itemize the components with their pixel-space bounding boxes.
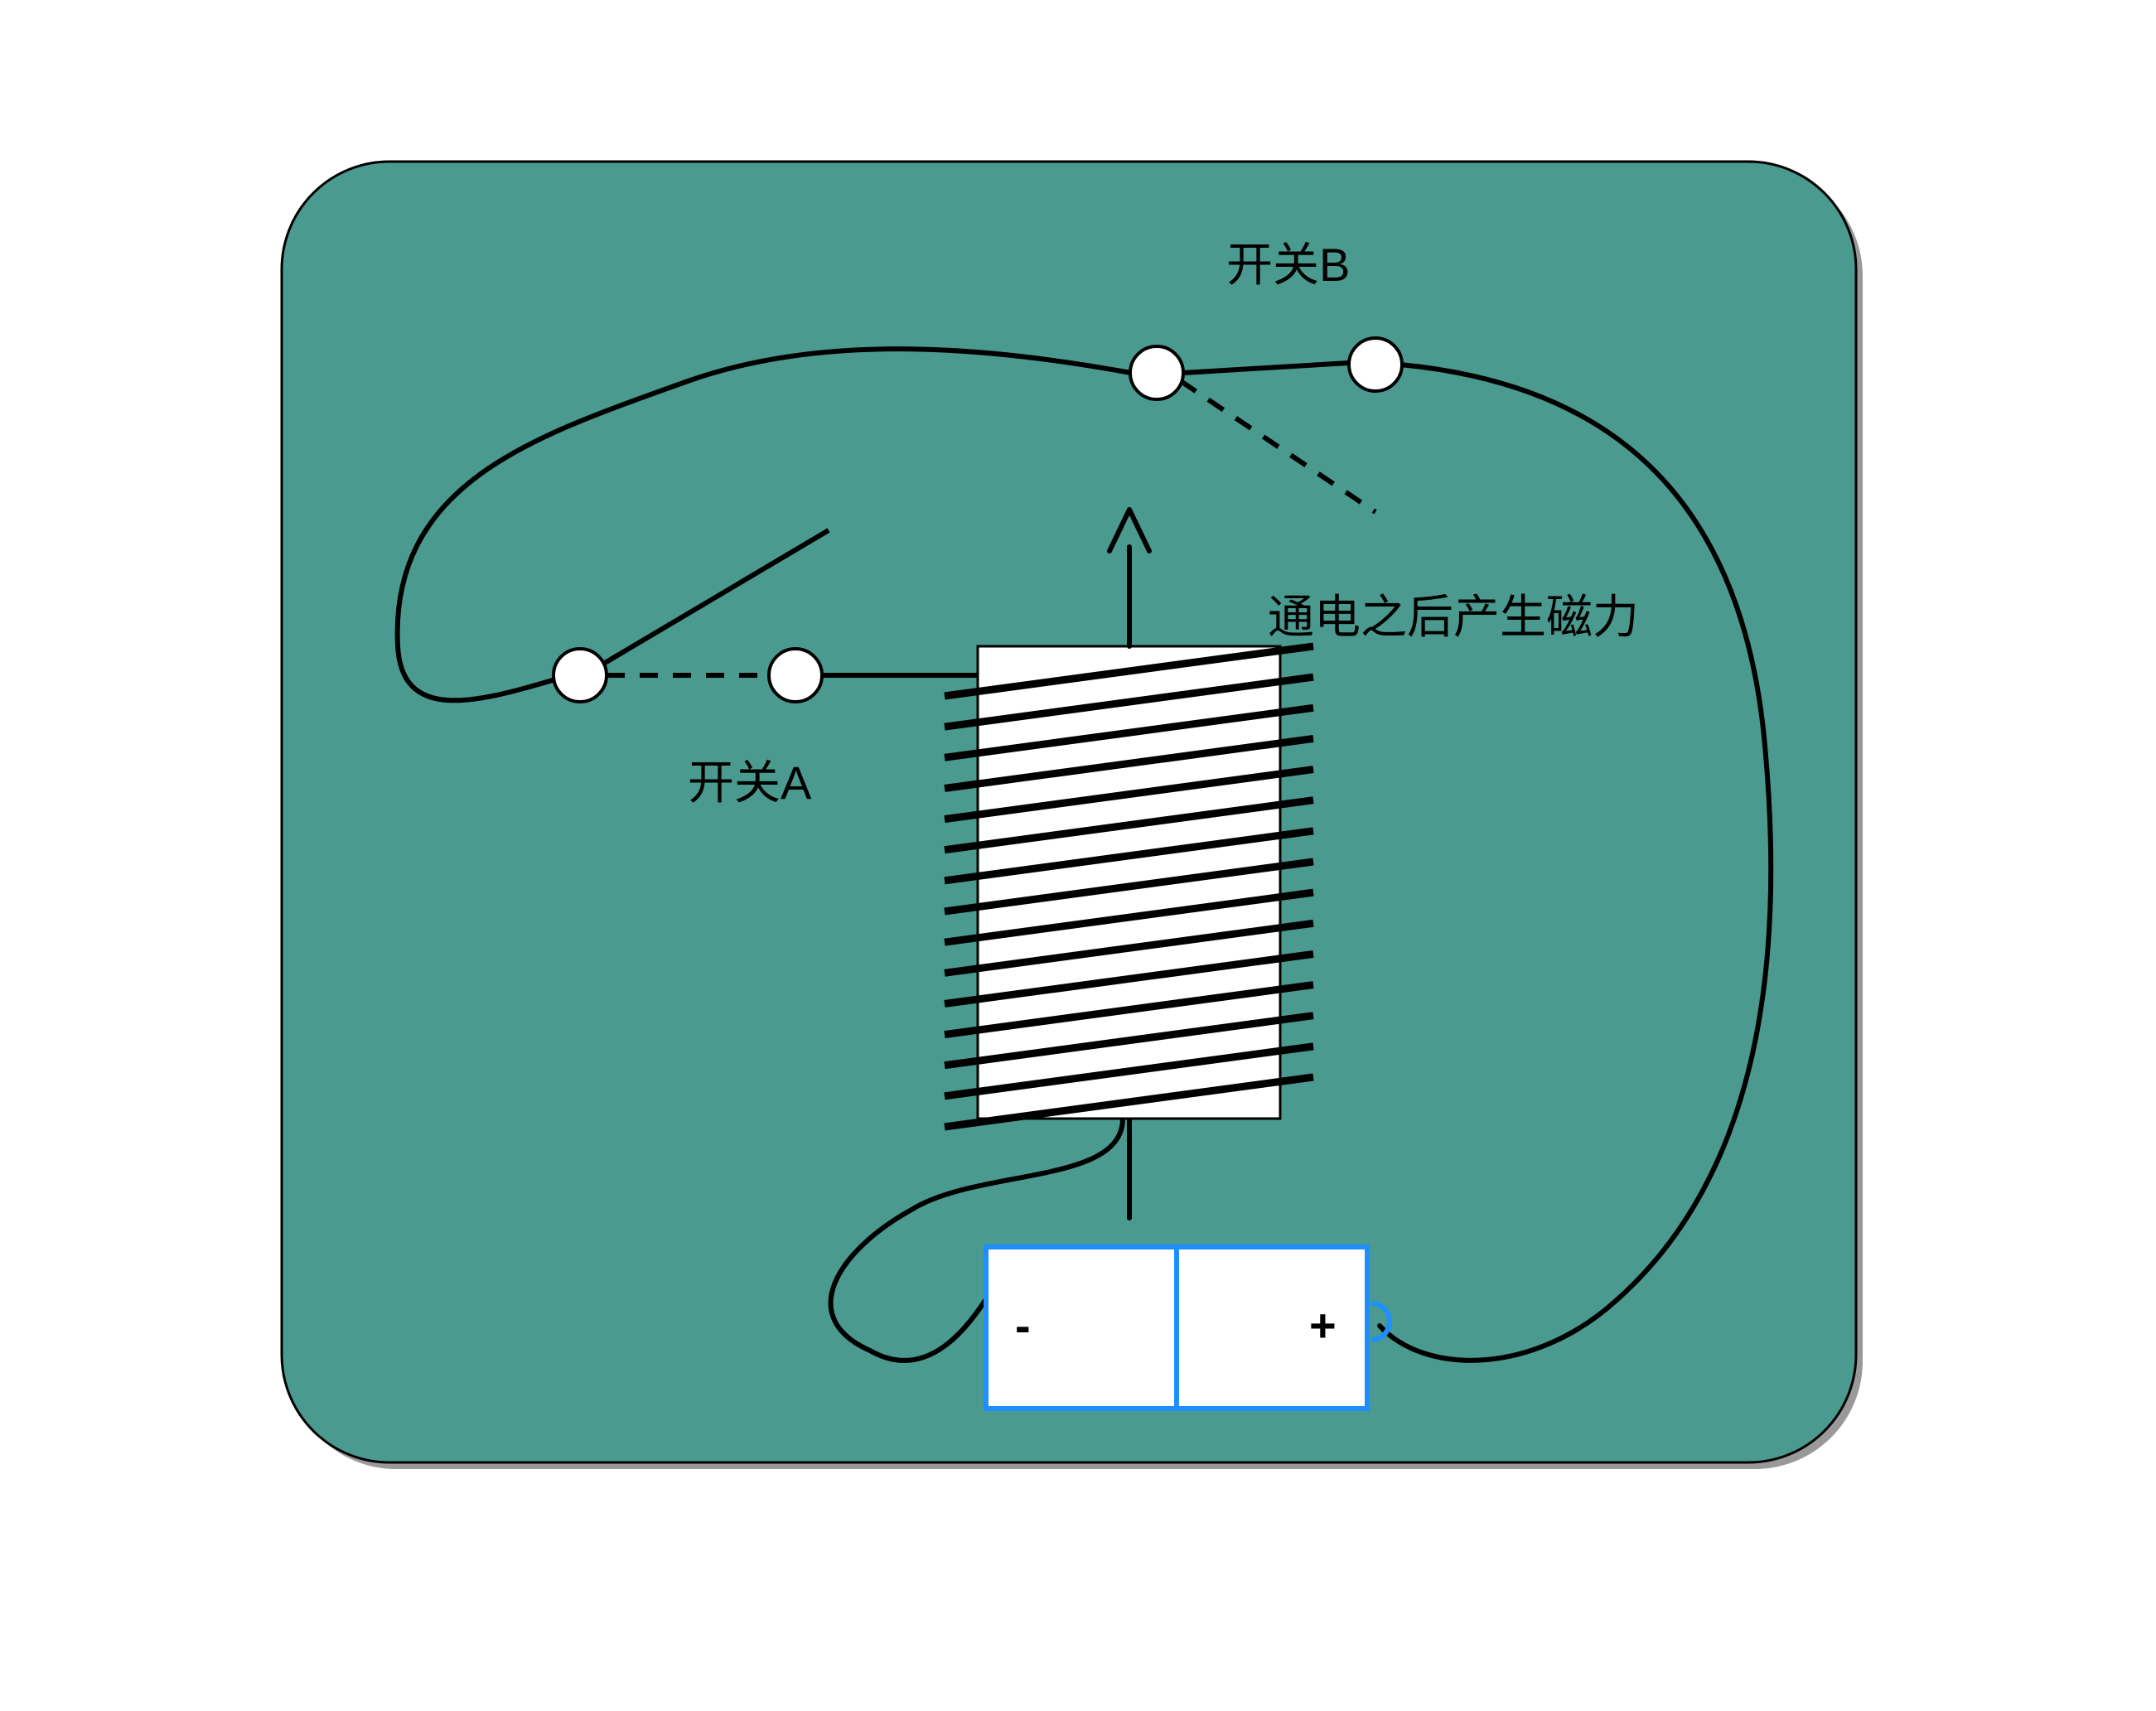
circuit-diagram-svg: [0, 0, 2156, 1711]
label-magnetic-note: 通电之后产生磁力: [1268, 580, 1639, 647]
switch-a-left-terminal: [554, 649, 607, 702]
switch-b-right-terminal: [1349, 338, 1402, 391]
label-battery-plus: +: [1309, 1298, 1337, 1352]
label-battery-minus: -: [1015, 1298, 1031, 1352]
switch-b-left-terminal: [1130, 346, 1183, 399]
battery-cell-right: [1177, 1247, 1367, 1409]
label-switch-a: 开关A: [688, 746, 811, 813]
label-switch-b: 开关B: [1226, 228, 1350, 295]
diagram-page: 开关B 开关A 通电之后产生磁力 - +: [0, 0, 2156, 1711]
switch-a-right-terminal: [769, 649, 822, 702]
